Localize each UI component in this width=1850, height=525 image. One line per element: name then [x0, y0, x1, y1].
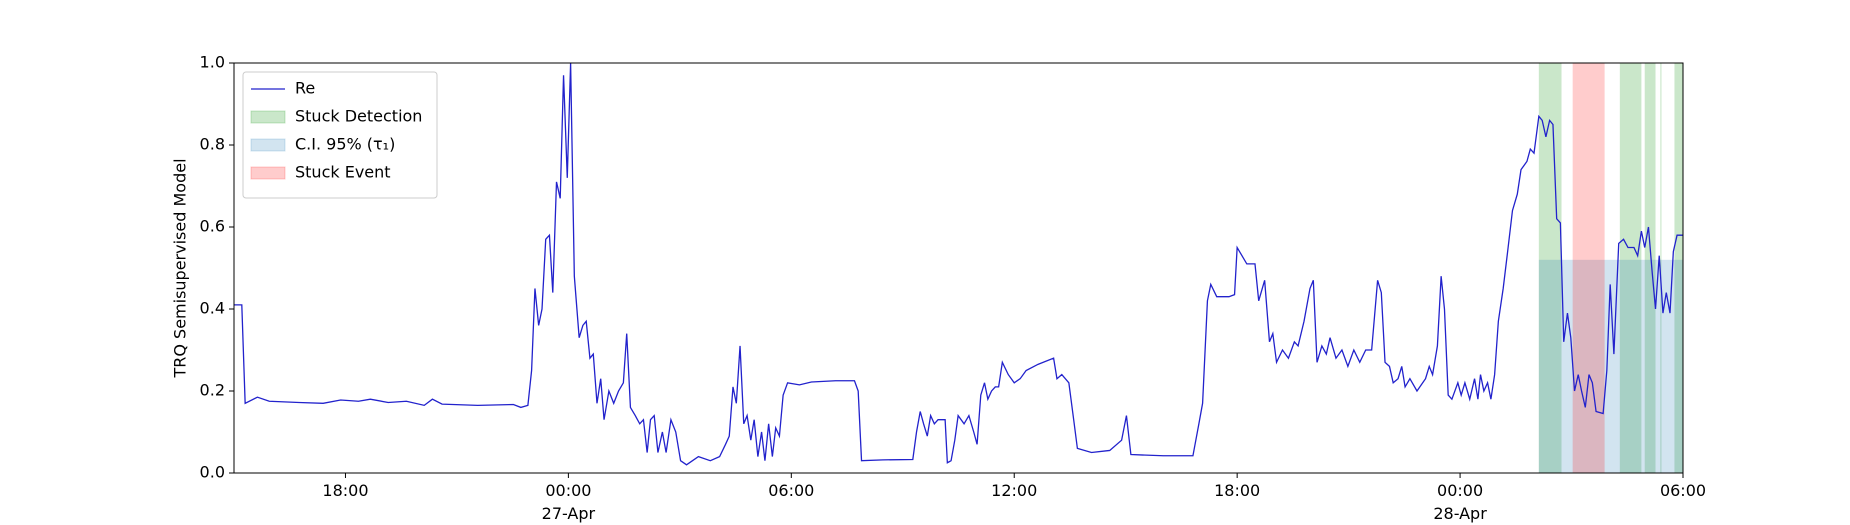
legend-label: Stuck Detection: [295, 107, 422, 126]
y-tick-label: 0.8: [200, 135, 225, 154]
legend-patch: [250, 166, 286, 180]
y-tick-label: 0.4: [200, 299, 225, 318]
x-tick-label: 00:00 28-Apr: [1433, 481, 1487, 523]
span: [1572, 63, 1605, 473]
y-tick-label: 0.0: [200, 463, 225, 482]
y-tick-label: 1.0: [200, 53, 225, 72]
y-tick-label: 0.6: [200, 217, 225, 236]
plot-frame: [233, 62, 1684, 474]
span: [1660, 63, 1662, 473]
span: [1674, 63, 1683, 473]
y-tick-label: 0.2: [200, 381, 225, 400]
legend-label: C.I. 95% (τ₁): [295, 135, 395, 154]
x-tick-label: 18:00: [322, 481, 368, 500]
x-tick-label: 06:00: [768, 481, 814, 500]
legend-label: Re: [295, 79, 315, 98]
line: [234, 62, 1683, 466]
legend-patch: [250, 110, 286, 124]
legend-box: [242, 71, 438, 199]
span: [1644, 63, 1656, 473]
legend-label: Stuck Event: [295, 163, 391, 182]
span: [1619, 63, 1642, 473]
span: [1538, 63, 1562, 473]
x-tick-label: 06:00: [1660, 481, 1706, 500]
x-tick-label: 12:00: [991, 481, 1037, 500]
x-tick-label: 18:00: [1214, 481, 1260, 500]
legend-patch: [250, 138, 286, 152]
y-axis-label: TRQ Semisupervised Model: [171, 158, 190, 378]
